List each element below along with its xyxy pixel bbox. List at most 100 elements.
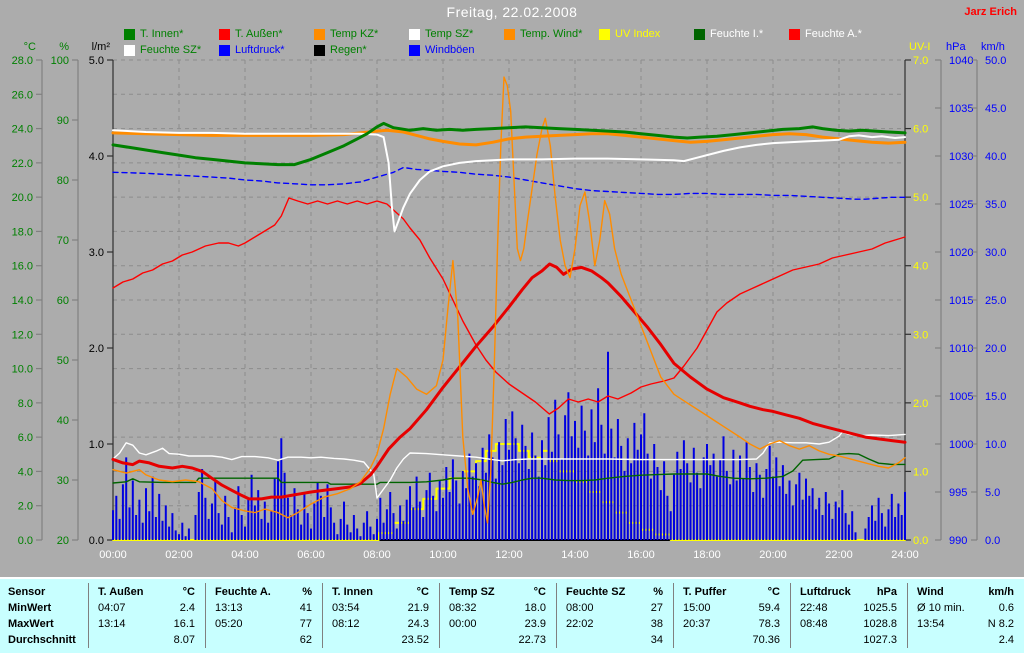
table-row-label-1: MinWert [8, 602, 52, 614]
table-cell-value: 24.3 [407, 618, 429, 630]
tick-label: 7.0 [913, 55, 928, 67]
legend-swatch-uv-index [599, 28, 610, 40]
table-cell-temp-sz-row2: 00:00 23.9 [439, 616, 556, 632]
x-tick-label: 22:00 [825, 549, 853, 561]
table-cell-value: 41 [299, 602, 312, 614]
table-cell-temp-sz-row3: 22.73 [439, 632, 556, 648]
axis-humidity-pct: % 100 90 80 70 60 50 40 30 20 [51, 41, 79, 547]
table-cell-value: 2.4 [998, 634, 1014, 646]
table-cell-value: 16.1 [173, 618, 195, 630]
tick-label: 6.0 [913, 124, 928, 136]
table-cell-feuchte-a--row3: 62 [205, 632, 322, 648]
legend-label-uv-index: UV Index [615, 28, 661, 40]
axis-hpa: hPa 1040 1035 1030 1025 1020 1015 1010 1005 1000 9… [935, 41, 973, 547]
table-cell-value: 62 [299, 634, 312, 646]
table-cell-feuchte-a--row1: 13:13 41 [205, 600, 322, 616]
tick-label: 0.0 [985, 535, 1000, 547]
legend-item-temp-kz: Temp KZ* [314, 28, 378, 40]
table-cell-value: °C [767, 585, 780, 598]
table-cell-time: 13:14 [98, 618, 126, 630]
x-tick-label: 18:00 [693, 549, 721, 561]
tick-label: 0.0 [18, 535, 33, 547]
legend-swatch-feuchte-sz [124, 44, 135, 56]
table-cell-t-au-en-row2: 13:14 16.1 [88, 616, 205, 632]
tick-label: 1.0 [913, 466, 928, 478]
tick-label: 10.0 [985, 439, 1006, 451]
table-cell-value: 0.6 [998, 602, 1014, 614]
x-tick-label: 04:00 [231, 549, 259, 561]
series-temp-wind [112, 76, 906, 524]
table-cell-luftdruck-row1: 22:48 1025.5 [790, 600, 907, 616]
table-cell-time: 08:32 [449, 602, 477, 614]
table-cell-value: °C [533, 585, 546, 598]
table-cell-time: 22:48 [800, 602, 828, 614]
table-cell-value: °C [416, 585, 429, 598]
tick-label: 4.0 [89, 151, 104, 163]
tick-label: 2.0 [89, 343, 104, 355]
tick-label: 1020 [949, 247, 973, 259]
table-cell-time: 08:00 [566, 602, 594, 614]
x-tick-label: 08:00 [363, 549, 391, 561]
table-cell-value: 70.36 [752, 634, 780, 646]
tick-label: 35.0 [985, 199, 1006, 211]
legend-item-t-aussen: T. Außen* [219, 28, 283, 40]
table-row-label-0: Sensor [8, 585, 46, 598]
axis-header-humidity-pct: % [59, 41, 69, 53]
table-cell-time: Temp SZ [449, 585, 495, 598]
table-cell-value: % [302, 585, 312, 598]
tick-label: 1025 [949, 199, 973, 211]
tick-label: 70 [57, 235, 69, 247]
axis-header-uv: UV-I [909, 41, 930, 53]
legend-item-temp-wind: Temp. Wind* [504, 28, 582, 40]
series-temp-sz [112, 129, 906, 233]
tick-label: 18.0 [12, 226, 33, 238]
series-feuchte-i [112, 452, 906, 485]
series-t-innen [111, 121, 907, 167]
legend-swatch-temp-kz [314, 28, 325, 40]
table-cell-time: 15:00 [683, 602, 711, 614]
tick-label: 3.0 [913, 329, 928, 341]
x-tick-label: 24:00 [891, 549, 919, 561]
table-cell-temp-sz-row0: Temp SZ °C [439, 583, 556, 600]
tick-label: 4.0 [913, 261, 928, 273]
table-row-label-3: Durchschnitt [8, 634, 76, 646]
legend-label-windboeen: Windböen [425, 44, 475, 56]
tick-label: 40 [57, 415, 69, 427]
legend-label-temp-sz: Temp SZ* [425, 28, 474, 40]
table-cell-value: 22.73 [518, 634, 546, 646]
table-cell-time: 22:02 [566, 618, 594, 630]
tick-label: 50 [57, 355, 69, 367]
table-cell-luftdruck-row2: 08:48 1028.8 [790, 616, 907, 632]
tick-label: 14.0 [12, 295, 33, 307]
table-cell-time: T. Puffer [683, 585, 727, 598]
table-cell-time: T. Innen [332, 585, 373, 598]
legend-swatch-windboeen [409, 44, 420, 56]
tick-label: 30.0 [985, 247, 1006, 259]
tick-label: 20 [57, 535, 69, 547]
x-tick-label: 16:00 [627, 549, 655, 561]
legend-label-feuchte-sz: Feuchte SZ* [140, 44, 202, 56]
legend-swatch-luftdruck [219, 44, 230, 56]
table-cell-time: Feuchte SZ [566, 585, 626, 598]
x-tick-label: 12:00 [495, 549, 523, 561]
legend-swatch-feuchte-i [694, 28, 705, 40]
table-cell-value: hPa [876, 585, 897, 598]
axis-kmh: km/h 50.0 45.0 40.0 35.0 30.0 25.0 20.0 15.0 10.0… [971, 41, 1006, 547]
tick-label: 50.0 [985, 55, 1006, 67]
statistics-table: Sensor T. Außen °C Feuchte A.% T. Innen °C Tem… [0, 577, 1024, 653]
tick-label: 5.0 [985, 487, 1000, 499]
legend-item-luftdruck: Luftdruck* [219, 44, 285, 56]
tick-label: 22.0 [12, 158, 33, 170]
tick-label: 15.0 [985, 391, 1006, 403]
tick-label: 80 [57, 175, 69, 187]
legend-item-temp-sz: Temp SZ* [409, 28, 473, 40]
table-cell-value: 1025.5 [863, 602, 897, 614]
tick-label: 16.0 [12, 261, 33, 273]
table-cell-time: 04:07 [98, 602, 126, 614]
tick-label: 3.0 [89, 247, 104, 259]
legend-item-feuchte-sz: Feuchte SZ* [124, 44, 201, 56]
legend-item-uv-index: UV Index [599, 28, 660, 40]
axis-header-hpa: hPa [946, 41, 966, 53]
legend-label-feuchte-a: Feuchte A.* [805, 28, 862, 40]
table-cell-value: 23.52 [401, 634, 429, 646]
